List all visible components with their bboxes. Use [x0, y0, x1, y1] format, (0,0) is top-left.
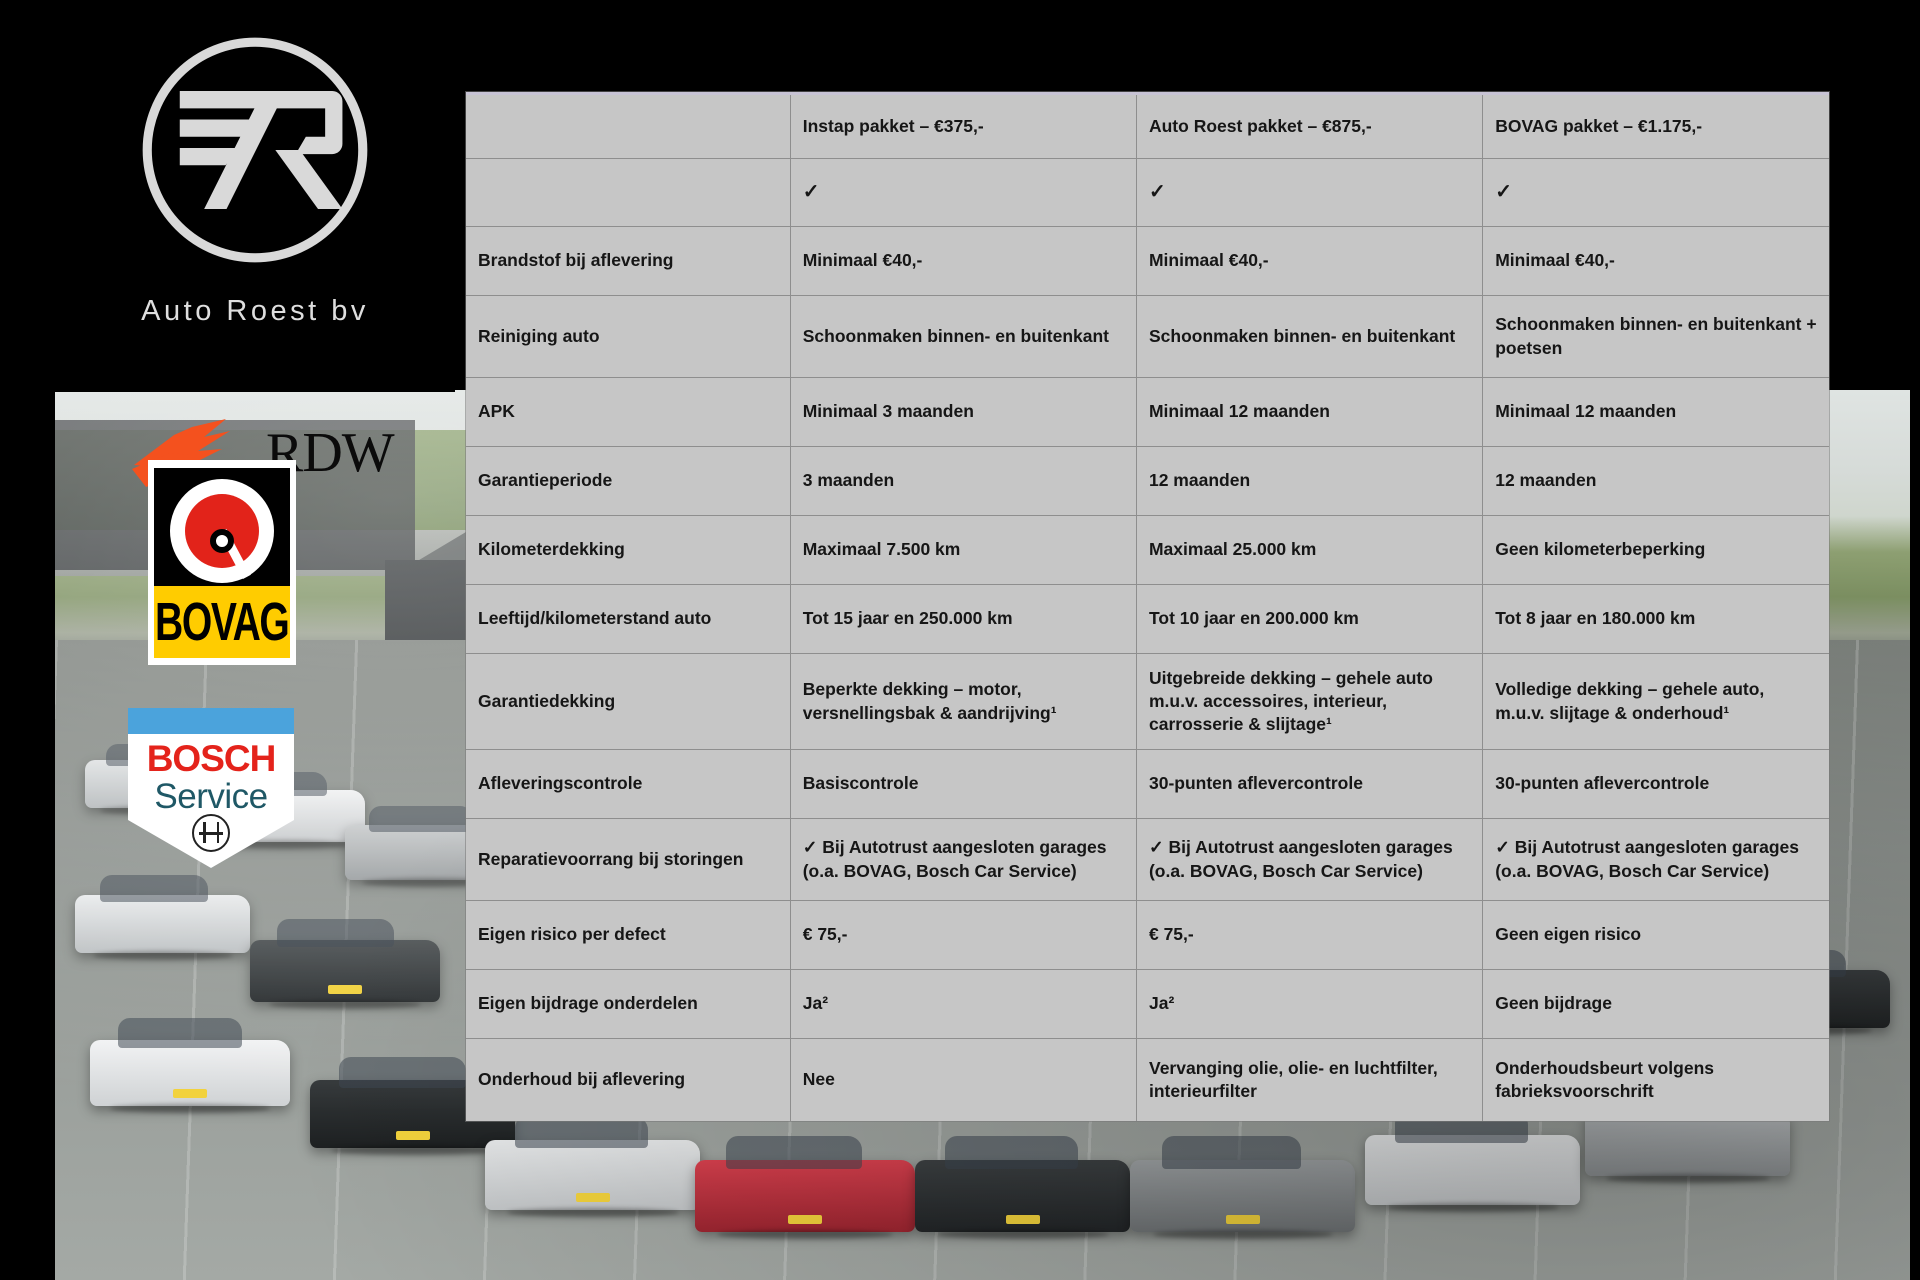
table-row: Onderhoud bij aflevering Nee Vervanging …: [466, 1038, 1829, 1121]
table-row: Leeftijd/kilometerstand auto Tot 15 jaar…: [466, 584, 1829, 654]
row-cell: Volledige dekking – gehele auto, m.u.v. …: [1482, 653, 1829, 750]
row-label: Reparatievoorrang bij storingen: [466, 818, 791, 901]
row-cell: Minimaal 12 maanden: [1136, 377, 1484, 447]
row-cell: Minimaal 3 maanden: [790, 377, 1137, 447]
check-icon: ✓: [790, 158, 1137, 227]
table-row-included: ✓ ✓ ✓: [466, 158, 1829, 227]
row-label: Kilometerdekking: [466, 515, 791, 585]
photo-car: [1365, 1111, 1580, 1205]
row-label: Reiniging auto: [466, 295, 791, 378]
row-cell: Maximaal 7.500 km: [790, 515, 1137, 585]
header-label-column: [466, 92, 791, 159]
photo-car: [1130, 1135, 1355, 1232]
table-row: Brandstof bij aflevering Minimaal €40,- …: [466, 226, 1829, 296]
bosch-label-top: BOSCH: [146, 738, 277, 779]
photo-license-plate: [328, 985, 362, 994]
row-cell: Geen eigen risico: [1482, 900, 1829, 970]
header-package-auto-roest: Auto Roest pakket – €875,-: [1136, 92, 1484, 159]
photo-car: [485, 1116, 700, 1210]
row-cell: Tot 8 jaar en 180.000 km: [1482, 584, 1829, 654]
table-row: Afleveringscontrole Basiscontrole 30-pun…: [466, 749, 1829, 819]
row-cell: Geen kilometerbeperking: [1482, 515, 1829, 585]
bovag-label-strip: BOVAG: [154, 586, 290, 658]
table-row: Reiniging auto Schoonmaken binnen- en bu…: [466, 295, 1829, 378]
table-row: Eigen bijdrage onderdelen Ja² Ja² Geen b…: [466, 969, 1829, 1039]
row-cell: Minimaal €40,-: [1482, 226, 1829, 296]
row-label: APK: [466, 377, 791, 447]
row-label: Garantieperiode: [466, 446, 791, 516]
photo-car: [90, 1017, 290, 1106]
row-cell: 3 maanden: [790, 446, 1137, 516]
bosch-service-badge: BOSCH Service: [128, 708, 294, 868]
row-cell: 12 maanden: [1482, 446, 1829, 516]
brand-name: Auto Roest bv: [141, 295, 369, 327]
photo-car: [915, 1135, 1130, 1232]
photo-car: [75, 875, 250, 953]
row-cell: Vervanging olie, olie- en luchtfilter, i…: [1136, 1038, 1484, 1121]
row-cell: € 75,-: [790, 900, 1137, 970]
photo-car: [695, 1135, 915, 1232]
row-cell: Maximaal 25.000 km: [1136, 515, 1484, 585]
row-cell: ✓ Bij Autotrust aangesloten garages (o.a…: [1482, 818, 1829, 901]
table-row: Garantieperiode 3 maanden 12 maanden 12 …: [466, 446, 1829, 516]
row-label: Afleveringscontrole: [466, 749, 791, 819]
row-cell: Schoonmaken binnen- en buitenkant: [1136, 295, 1484, 378]
row-cell: Tot 10 jaar en 200.000 km: [1136, 584, 1484, 654]
table-row: Kilometerdekking Maximaal 7.500 km Maxim…: [466, 515, 1829, 585]
package-comparison-table: Instap pakket – €375,- Auto Roest pakket…: [466, 92, 1829, 1121]
row-label: [466, 158, 791, 227]
row-cell: Tot 15 jaar en 250.000 km: [790, 584, 1137, 654]
row-cell: Onderhoudsbeurt volgens fabrieksvoorschr…: [1495, 1057, 1715, 1101]
row-cell: ✓ Bij Autotrust aangesloten garages (o.a…: [790, 818, 1137, 901]
photo-car: [250, 918, 440, 1002]
table-row: Reparatievoorrang bij storingen ✓ Bij Au…: [466, 818, 1829, 901]
bovag-badge: BOVAG: [148, 460, 296, 665]
row-cell: Ja²: [790, 969, 1137, 1039]
row-cell: ✓ Bij Autotrust aangesloten garages (o.a…: [1136, 818, 1484, 901]
row-label: Garantiedekking: [466, 653, 791, 750]
photo-license-plate: [395, 1131, 430, 1140]
table-header-row: Instap pakket – €375,- Auto Roest pakket…: [466, 92, 1829, 159]
row-label: Leeftijd/kilometerstand auto: [466, 584, 791, 654]
bosch-armature-icon: [192, 814, 230, 852]
row-cell: Uitgebreide dekking – gehele auto m.u.v.…: [1136, 653, 1484, 750]
row-cell: 12 maanden: [1136, 446, 1484, 516]
row-label: Eigen risico per defect: [466, 900, 791, 970]
row-label: Eigen bijdrage onderdelen: [466, 969, 791, 1039]
row-cell: Minimaal 12 maanden: [1482, 377, 1829, 447]
row-cell: Minimaal €40,-: [790, 226, 1137, 296]
row-cell: Beperkte dekking – motor, versnellingsba…: [790, 653, 1137, 750]
row-cell: Basiscontrole: [790, 749, 1137, 819]
table-row: Eigen risico per defect € 75,- € 75,- Ge…: [466, 900, 1829, 970]
row-cell: € 75,-: [1136, 900, 1484, 970]
row-cell: Schoonmaken binnen- en buitenkant + poet…: [1482, 295, 1829, 378]
photo-license-plate: [173, 1089, 207, 1098]
photo-license-plate: [1005, 1215, 1040, 1224]
table-row: APK Minimaal 3 maanden Minimaal 12 maand…: [466, 377, 1829, 447]
row-cell: Nee: [790, 1038, 1137, 1121]
bosch-label-bottom: Service: [154, 776, 268, 816]
header-package-bovag: BOVAG pakket – €1.175,-: [1482, 92, 1829, 159]
photo-license-plate: [1225, 1215, 1260, 1224]
auto-roest-logo-icon: [142, 37, 368, 263]
row-cell: 30-punten aflevercontrole: [1482, 749, 1829, 819]
table-row: Garantiedekking Beperkte dekking – motor…: [466, 653, 1829, 750]
row-cell: 30-punten aflevercontrole: [1136, 749, 1484, 819]
row-cell: Schoonmaken binnen- en buitenkant: [790, 295, 1137, 378]
row-cell: Minimaal €40,-: [1136, 226, 1484, 296]
check-icon: ✓: [1136, 158, 1484, 227]
bovag-label: BOVAG: [155, 591, 290, 652]
check-icon: ✓: [1482, 158, 1829, 227]
row-cell: Ja²: [1136, 969, 1484, 1039]
photo-license-plate: [788, 1215, 822, 1224]
row-label: Brandstof bij aflevering: [466, 226, 791, 296]
bovag-emblem-icon: [154, 468, 290, 586]
row-cell: Geen bijdrage: [1482, 969, 1829, 1039]
row-label: Onderhoud bij aflevering: [466, 1038, 791, 1121]
brand-panel: Auto Roest bv: [55, 0, 455, 392]
photo-license-plate: [575, 1193, 610, 1202]
header-package-instap: Instap pakket – €375,-: [790, 92, 1137, 159]
